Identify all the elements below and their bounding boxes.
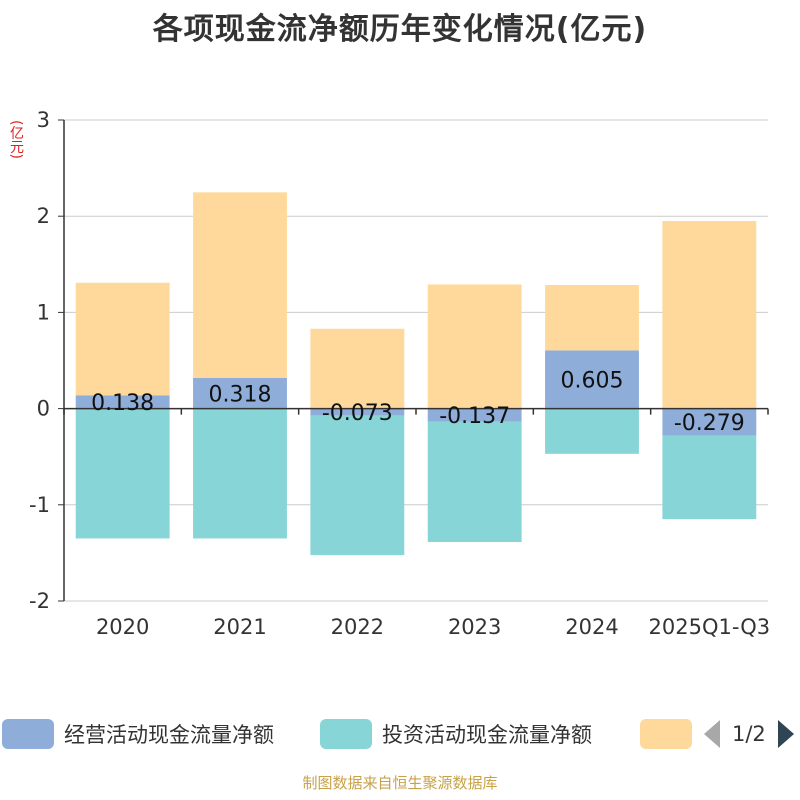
x-tick-label: 2023 bbox=[448, 615, 501, 639]
y-tick-label: -1 bbox=[29, 493, 50, 517]
legend-pager: 1/2 bbox=[704, 714, 794, 754]
bar-series1-2021 bbox=[193, 408, 287, 539]
data-label-2022: -0.073 bbox=[322, 401, 393, 426]
x-tick-label: 2022 bbox=[331, 615, 384, 639]
legend-label-investing: 投资活动现金流量净额 bbox=[382, 723, 592, 747]
bar-series2-2024 bbox=[545, 284, 639, 351]
bar-series0-2023 bbox=[427, 408, 522, 422]
x-tick-label: 2020 bbox=[96, 615, 149, 639]
x-tick-label: 2024 bbox=[565, 615, 618, 639]
bar-series0-2021 bbox=[193, 378, 287, 409]
data-source-footer: 制图数据来自恒生聚源数据库 bbox=[302, 774, 498, 792]
legend-swatch-investing bbox=[320, 719, 372, 749]
legend-page-indicator: 1/2 bbox=[732, 722, 766, 746]
bar-series2-2020 bbox=[75, 282, 170, 396]
y-tick-label: 1 bbox=[37, 300, 50, 324]
legend-item-operating[interactable]: 经营活动现金流量净额 bbox=[2, 714, 274, 754]
bar-series1-2022 bbox=[310, 415, 405, 556]
bar-series1-2025Q1-Q3 bbox=[662, 435, 757, 520]
legend-item-investing[interactable]: 投资活动现金流量净额 bbox=[320, 714, 592, 754]
bar-series0-2022 bbox=[310, 408, 405, 416]
legend-label-operating: 经营活动现金流量净额 bbox=[64, 723, 274, 747]
bar-series2-2023 bbox=[427, 284, 522, 409]
x-tick-label: 2025Q1-Q3 bbox=[649, 615, 771, 639]
y-tick-label: 3 bbox=[37, 108, 50, 132]
bar-series0-2025Q1-Q3 bbox=[662, 408, 757, 436]
x-tick-label: 2021 bbox=[213, 615, 266, 639]
legend-item-financing[interactable] bbox=[640, 714, 702, 754]
y-tick-label: 2 bbox=[37, 204, 50, 228]
y-tick-label: 0 bbox=[37, 397, 50, 421]
data-label-2020: 0.138 bbox=[91, 391, 154, 416]
data-label-2021: 0.318 bbox=[209, 382, 272, 407]
legend-prev-page-icon[interactable] bbox=[704, 720, 720, 748]
bar-series0-2024 bbox=[545, 350, 639, 409]
bar-series2-2021 bbox=[193, 192, 287, 379]
data-label-2023: -0.137 bbox=[439, 404, 510, 429]
bar-series1-2024 bbox=[545, 408, 639, 454]
bar-series1-2020 bbox=[75, 408, 170, 539]
data-label-2025Q1-Q3: -0.279 bbox=[674, 411, 745, 436]
y-tick-label: -2 bbox=[29, 589, 50, 613]
chart-title: 各项现金流净额历年变化情况(亿元) bbox=[152, 12, 648, 47]
legend-swatch-financing bbox=[640, 719, 692, 749]
legend-swatch-operating bbox=[2, 719, 54, 749]
data-label-2024: 0.605 bbox=[561, 368, 624, 393]
bar-series0-2020 bbox=[75, 395, 170, 409]
bar-series1-2023 bbox=[427, 421, 522, 543]
legend-next-page-icon[interactable] bbox=[777, 720, 794, 748]
legend: 经营活动现金流量净额 投资活动现金流量净额 1/2 bbox=[0, 714, 800, 754]
chart-plot: 3 2 1 0 -1 -2 0.138 0.318 -0.073 -0.137 0.605 -0.27… bbox=[29, 108, 771, 639]
bar-series2-2025Q1-Q3 bbox=[662, 221, 757, 409]
bar-series2-2022 bbox=[310, 328, 405, 409]
y-axis-label: (亿元) bbox=[8, 120, 24, 159]
